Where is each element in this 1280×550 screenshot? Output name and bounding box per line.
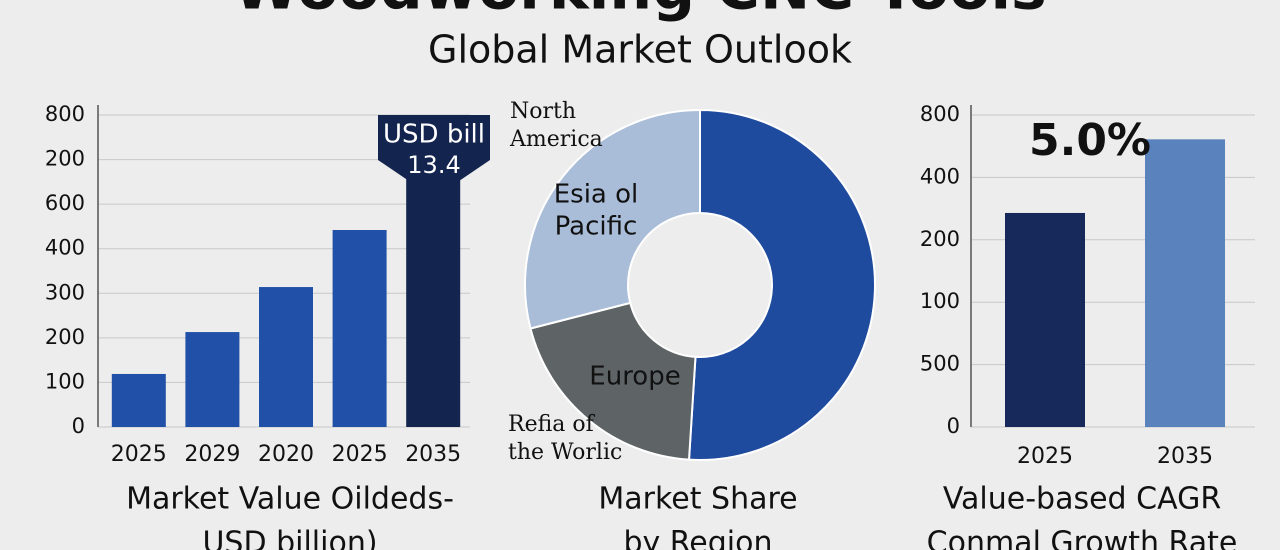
callout-badge (378, 115, 490, 198)
bar (332, 229, 387, 427)
y-tick-label: 300 (45, 280, 85, 304)
y-tick-label: 200 (920, 227, 960, 251)
bar (185, 332, 240, 427)
chart-caption: by Region (623, 526, 772, 550)
y-tick-label: 500 (920, 352, 960, 376)
y-tick-label: 400 (45, 236, 85, 260)
region-label: Refia of (508, 412, 596, 437)
chart-caption: USD billion) (202, 526, 377, 550)
bar (111, 373, 166, 427)
x-tick-label: 2020 (258, 442, 314, 467)
bar (1005, 212, 1085, 427)
slice-label: Pacific (555, 212, 638, 242)
annotation: 5.0% (1029, 115, 1151, 166)
x-tick-label: 2035 (405, 442, 461, 467)
y-tick-label: 0 (72, 414, 85, 438)
x-tick-label: 2035 (1157, 444, 1213, 469)
bar (1145, 139, 1225, 427)
subtitle: Global Market Outlook (428, 28, 852, 72)
y-tick-label: 400 (920, 164, 960, 188)
donut-slice (529, 301, 697, 461)
x-tick-label: 2025 (1017, 444, 1073, 469)
slice-label: Esia ol (554, 180, 639, 210)
region-label: America (509, 127, 603, 152)
y-tick-label: 100 (920, 289, 960, 313)
region-label: North (510, 99, 576, 124)
annotation: 13.4 (407, 151, 460, 179)
y-tick-label: 0 (947, 414, 960, 438)
x-tick-label: 2025 (332, 442, 388, 467)
bar (259, 287, 313, 427)
chart-caption: Conmal Growth Rate (927, 526, 1238, 550)
chart-caption: Market Share (598, 482, 797, 517)
y-tick-label: 800 (45, 102, 85, 126)
chart-caption: Value-based CAGR (943, 482, 1221, 517)
region-label: the Worlic (508, 440, 622, 465)
bar (406, 172, 461, 427)
chart-caption: Market Value Oildeds- (126, 482, 454, 517)
annotation: USD bill (383, 120, 485, 150)
y-tick-label: 100 (45, 369, 85, 393)
x-tick-label: 2029 (184, 442, 240, 467)
donut-slice (687, 108, 876, 461)
y-tick-label: 600 (45, 191, 85, 215)
title: Woodworking CNC Tools (233, 0, 1047, 24)
y-tick-label: 800 (920, 102, 960, 126)
y-tick-label: 200 (45, 147, 85, 171)
slice-label: Europe (589, 362, 680, 392)
donut-slice (524, 108, 701, 330)
y-tick-label: 200 (45, 325, 85, 349)
x-tick-label: 2025 (111, 442, 167, 467)
